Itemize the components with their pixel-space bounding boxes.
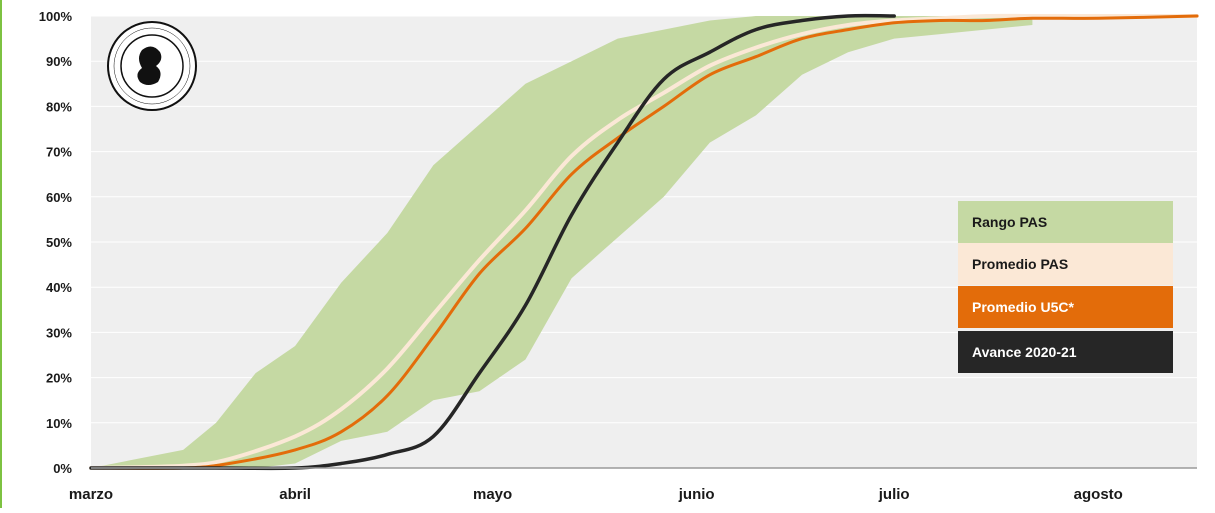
y-tick-label: 0% — [53, 461, 72, 476]
legend-label-avance: Avance 2020-21 — [972, 344, 1077, 360]
legend-promedio-pas: Promedio PAS — [958, 243, 1173, 285]
x-tick-label: abril — [279, 486, 311, 503]
legend-label-promedio-pas: Promedio PAS — [972, 256, 1069, 272]
legend-label-promedio-u5c: Promedio U5C* — [972, 299, 1074, 315]
y-tick-label: 50% — [46, 235, 72, 250]
left-border-rule — [0, 0, 2, 508]
x-tick-label: mayo — [473, 486, 512, 503]
seal-logo — [106, 20, 198, 112]
y-tick-label: 80% — [46, 99, 72, 114]
legend-avance: Avance 2020-21 — [958, 331, 1173, 373]
y-tick-label: 70% — [46, 145, 72, 160]
y-tick-label: 60% — [46, 190, 72, 205]
y-tick-label: 100% — [39, 9, 73, 24]
legend-promedio-u5c: Promedio U5C* — [958, 286, 1173, 328]
x-tick-label: marzo — [69, 486, 113, 503]
x-tick-label: julio — [878, 486, 910, 503]
band-layer — [91, 16, 1033, 468]
y-tick-label: 30% — [46, 325, 72, 340]
line-promedio-u5c — [89, 14, 1199, 470]
axis-layer: 0% 10% 20% 30% 40% 50% 60% 70% 80% 90% 100% marzo ab… — [39, 9, 1197, 503]
legend-label-rango-pas: Rango PAS — [972, 214, 1048, 230]
y-tick-label: 90% — [46, 54, 72, 69]
y-tick-label: 40% — [46, 280, 72, 295]
legend-rango-pas: Rango PAS — [958, 201, 1173, 243]
x-tick-label: agosto — [1074, 486, 1123, 503]
line-promedio-pas — [89, 13, 1199, 470]
band-rango-pas — [91, 16, 1033, 468]
x-tick-label: junio — [678, 486, 715, 503]
y-tick-label: 10% — [46, 416, 72, 431]
y-tick-label: 20% — [46, 371, 72, 386]
seal-logo-icon — [107, 21, 197, 111]
